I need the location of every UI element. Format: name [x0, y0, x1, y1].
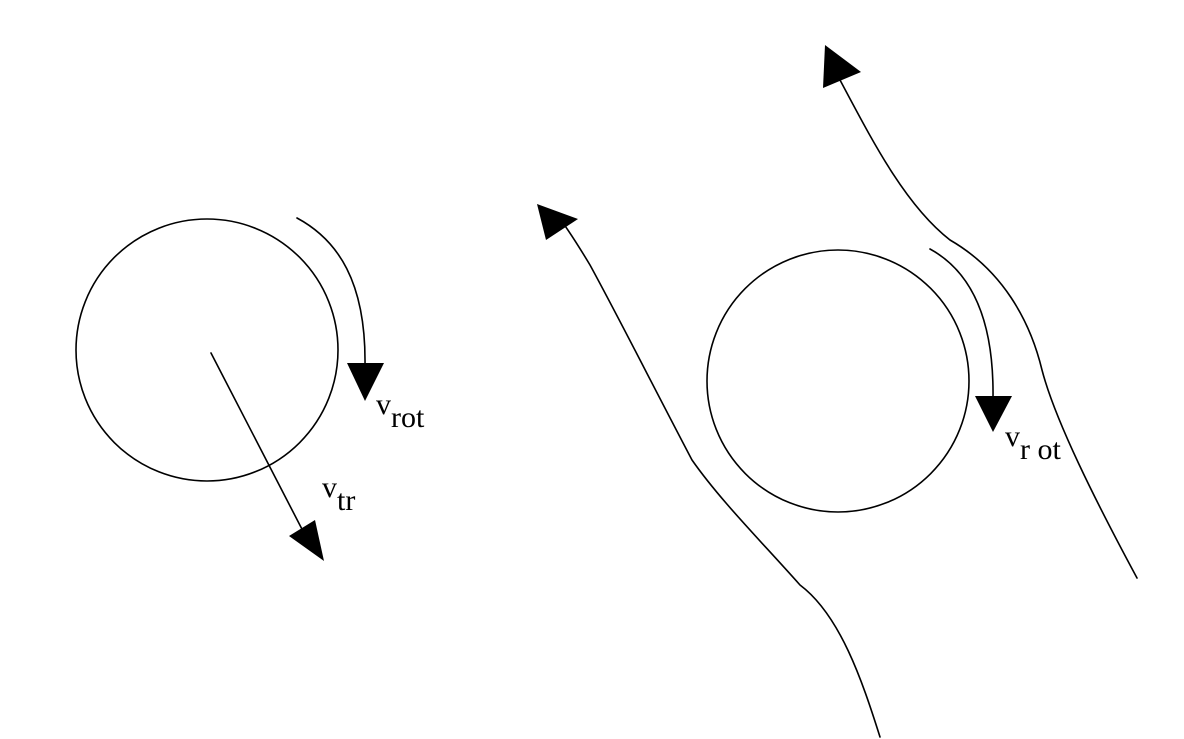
right-right-streamline-arrowhead	[823, 45, 861, 88]
right-cylinder-circle	[706, 249, 970, 513]
right-rotation-label: vr ot	[1005, 420, 1061, 466]
left-rotation-label-sub: rot	[391, 401, 425, 434]
left-translation-label-main: v	[322, 471, 337, 504]
right-figure: vr ot	[537, 45, 1138, 738]
left-translation-label-sub: tr	[337, 484, 355, 517]
left-translation-arrow-line	[210, 352, 306, 536]
right-rotation-arrow-arc	[929, 248, 994, 399]
left-rotation-arrow-arc	[296, 217, 366, 366]
right-left-streamline-arrowhead	[537, 204, 578, 240]
left-rotation-label: vrot	[376, 388, 425, 434]
left-rotation-arrowhead	[347, 363, 384, 401]
left-translation-arrowhead	[289, 520, 324, 561]
right-rotation-arrowhead	[975, 396, 1012, 432]
left-rotation-label-main: v	[376, 388, 391, 421]
right-right-streamline	[829, 54, 1138, 579]
left-cylinder-circle	[75, 218, 339, 482]
left-translation-label: vtr	[322, 471, 355, 517]
left-figure: vrot vtr	[75, 217, 425, 561]
right-left-streamline	[554, 211, 881, 738]
right-rotation-label-main: v	[1005, 420, 1020, 453]
right-rotation-label-sub: r ot	[1020, 433, 1061, 466]
